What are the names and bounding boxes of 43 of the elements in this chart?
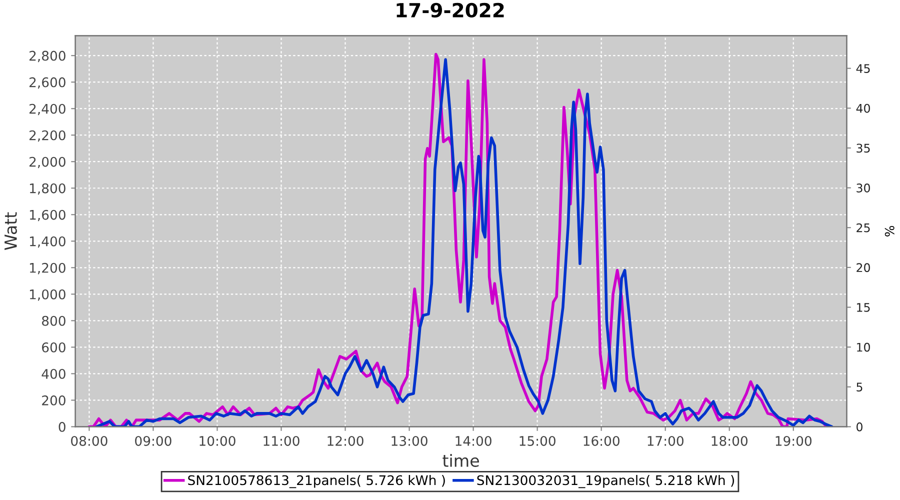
y-tick-label: 2,800 (29, 50, 66, 62)
x-tick-label: 19:00 (776, 436, 812, 446)
chart-title: 17-9-2022 (396, 2, 504, 18)
y-axis-title: Watt (4, 212, 17, 250)
y-tick-label: 2,000 (29, 156, 66, 168)
y-tick-label: 200 (42, 395, 66, 406)
x-tick-label: 14:00 (456, 436, 492, 446)
y-tick-label: 2,200 (29, 130, 66, 142)
x-tick-label: 09:00 (135, 436, 172, 446)
y-tick-label: 1,000 (30, 289, 66, 301)
x-tick-label: 13:00 (392, 436, 428, 446)
y2-tick-label: 35 (856, 144, 870, 153)
x-tick-label: 16:00 (584, 436, 620, 446)
y-tick-label: 800 (42, 316, 66, 326)
y2-tick-label: 20 (856, 263, 870, 272)
legend-label: SN2100578613_21panels( 5.726 kWh ) (188, 474, 445, 488)
x-tick-label: 08:00 (71, 436, 108, 446)
y2-tick-label: 0 (856, 422, 862, 432)
legend-label: SN2130032031_19panels( 5.218 kWh ) (477, 474, 734, 488)
y2-tick-label: 25 (856, 223, 870, 232)
x-tick-label: 10:00 (200, 436, 236, 446)
y2-axis-title: % (884, 226, 894, 236)
y-tick-label: 400 (42, 368, 66, 379)
y-tick-label: 1,600 (30, 210, 66, 222)
y2-tick-label: 5 (856, 382, 862, 392)
y2-tick-label: 45 (856, 64, 870, 74)
y2-tick-label: 40 (856, 104, 870, 113)
y-tick-label: 600 (42, 342, 66, 352)
y2-tick-label: 30 (856, 184, 870, 192)
y-tick-label: 2,600 (29, 77, 66, 89)
y-tick-label: 1,400 (30, 236, 66, 248)
y2-tick-label: 15 (857, 303, 870, 312)
y-tick-label: 1,200 (30, 262, 66, 274)
x-axis-title: time (442, 454, 479, 467)
x-tick-label: 15:00 (520, 436, 556, 446)
x-tick-label: 12:00 (328, 436, 364, 446)
x-tick-label: 18:00 (712, 436, 748, 446)
x-tick-label: 17:00 (648, 436, 684, 446)
x-tick-label: 11:00 (264, 436, 300, 446)
y-tick-label: 1,800 (30, 183, 66, 195)
y-tick-label: 0 (58, 422, 66, 432)
y2-tick-label: 10 (857, 342, 870, 352)
y-tick-label: 2,400 (29, 104, 66, 116)
